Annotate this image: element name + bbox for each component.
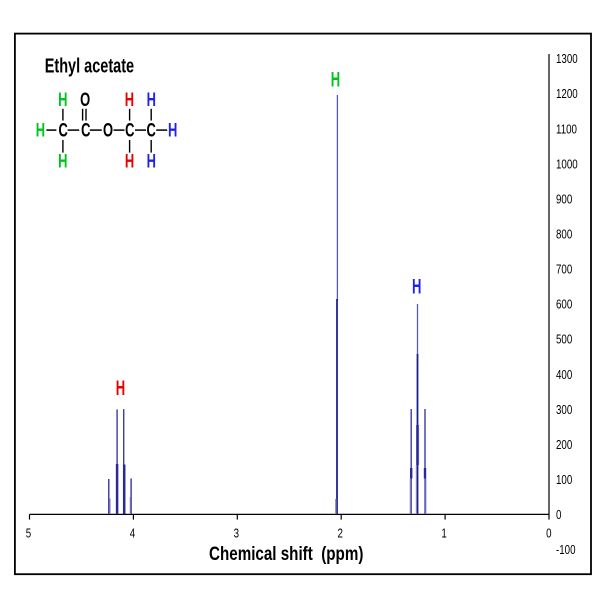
- svg-text:H: H: [36, 120, 45, 141]
- svg-text:C: C: [59, 120, 69, 141]
- svg-text:3: 3: [234, 527, 239, 541]
- svg-text:-100: -100: [556, 544, 576, 558]
- svg-text:C: C: [81, 120, 91, 141]
- svg-text:1200: 1200: [556, 88, 578, 102]
- svg-text:700: 700: [556, 263, 572, 277]
- svg-text:H: H: [125, 89, 134, 110]
- svg-text:H: H: [331, 67, 340, 91]
- svg-text:900: 900: [556, 193, 572, 207]
- svg-text:H: H: [168, 120, 177, 141]
- svg-text:O: O: [80, 89, 90, 110]
- svg-text:H: H: [116, 376, 125, 400]
- svg-text:Ethyl acetate: Ethyl acetate: [45, 54, 135, 77]
- svg-text:1300: 1300: [556, 53, 578, 67]
- svg-text:4: 4: [130, 527, 136, 541]
- svg-text:2: 2: [337, 527, 342, 541]
- svg-text:C: C: [147, 120, 157, 141]
- svg-text:H: H: [412, 274, 421, 298]
- svg-text:100: 100: [556, 474, 572, 488]
- svg-text:5: 5: [26, 527, 31, 541]
- svg-text:0: 0: [556, 509, 561, 523]
- svg-text:300: 300: [556, 404, 572, 418]
- svg-text:1000: 1000: [556, 158, 578, 172]
- svg-text:H: H: [125, 151, 134, 172]
- svg-text:H: H: [147, 151, 156, 172]
- svg-text:600: 600: [556, 299, 572, 313]
- svg-text:H: H: [147, 89, 156, 110]
- svg-text:200: 200: [556, 439, 572, 453]
- svg-text:C: C: [125, 120, 135, 141]
- svg-text:1: 1: [441, 527, 446, 541]
- svg-text:0: 0: [546, 527, 551, 541]
- svg-text:Chemical shift (ppm): Chemical shift (ppm): [209, 542, 363, 564]
- svg-text:800: 800: [556, 228, 572, 242]
- svg-text:500: 500: [556, 334, 572, 348]
- svg-text:H: H: [58, 151, 67, 172]
- svg-text:O: O: [103, 120, 113, 141]
- svg-text:1100: 1100: [556, 123, 577, 137]
- svg-text:H: H: [58, 89, 67, 110]
- svg-text:400: 400: [556, 369, 572, 383]
